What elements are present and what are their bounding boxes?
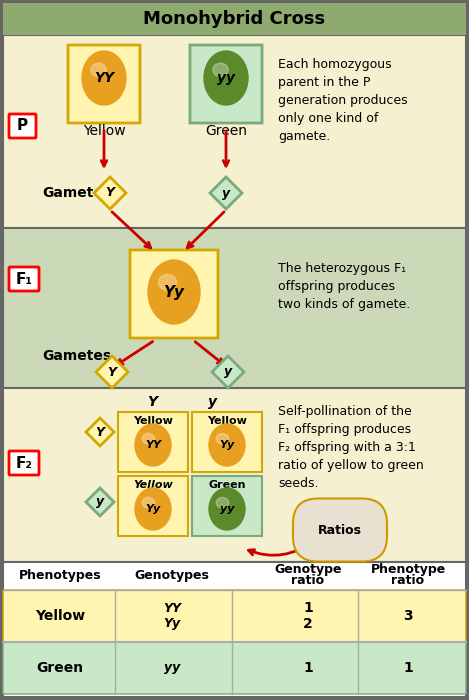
Polygon shape (210, 177, 242, 209)
Text: y: y (96, 496, 104, 508)
Text: Green: Green (208, 480, 246, 490)
Text: Yy: Yy (219, 440, 234, 450)
Text: y: y (224, 365, 232, 379)
Text: YY: YY (94, 71, 114, 85)
Text: Phenotypes: Phenotypes (19, 568, 101, 582)
FancyBboxPatch shape (192, 476, 262, 536)
Text: Yellow: Yellow (133, 480, 173, 490)
Text: Yellow: Yellow (83, 124, 125, 138)
Text: y: y (209, 395, 218, 409)
Text: yy: yy (164, 662, 180, 675)
Ellipse shape (216, 433, 229, 444)
Text: YY: YY (145, 440, 161, 450)
Text: YY: YY (163, 601, 181, 615)
Ellipse shape (91, 63, 106, 76)
FancyBboxPatch shape (68, 45, 140, 123)
Text: Self-pollination of the: Self-pollination of the (278, 405, 412, 418)
Ellipse shape (209, 488, 245, 530)
Text: The heterozygous F₁: The heterozygous F₁ (278, 262, 406, 275)
FancyBboxPatch shape (3, 388, 466, 562)
Polygon shape (94, 177, 126, 209)
Text: ratio: ratio (392, 575, 424, 587)
Text: Gametes: Gametes (42, 186, 111, 200)
Text: ratio: ratio (291, 575, 325, 587)
Polygon shape (96, 356, 128, 388)
Text: Yellow: Yellow (35, 609, 85, 623)
Text: 1: 1 (303, 601, 313, 615)
Text: Green: Green (37, 661, 83, 675)
Text: seeds.: seeds. (278, 477, 318, 490)
FancyBboxPatch shape (3, 35, 466, 228)
Text: yy: yy (220, 504, 234, 514)
Ellipse shape (216, 498, 229, 508)
Text: gamete.: gamete. (278, 130, 330, 143)
Text: F₁ offspring produces: F₁ offspring produces (278, 423, 411, 436)
Text: Yy: Yy (145, 504, 160, 514)
Ellipse shape (135, 424, 171, 466)
FancyBboxPatch shape (3, 3, 466, 35)
Text: Yy: Yy (163, 617, 181, 631)
Text: Phenotype: Phenotype (371, 563, 446, 575)
FancyBboxPatch shape (3, 590, 466, 642)
Ellipse shape (148, 260, 200, 324)
Text: Yy: Yy (164, 284, 184, 300)
Text: P: P (16, 118, 28, 134)
Text: 1: 1 (303, 661, 313, 675)
Ellipse shape (82, 51, 126, 105)
Text: F₁: F₁ (15, 272, 32, 286)
Text: Y: Y (106, 186, 114, 200)
FancyBboxPatch shape (130, 250, 218, 338)
Polygon shape (86, 488, 114, 516)
Polygon shape (212, 356, 244, 388)
Text: F₂ offspring with a 3:1: F₂ offspring with a 3:1 (278, 441, 416, 454)
Text: ratio of yellow to green: ratio of yellow to green (278, 459, 424, 472)
FancyBboxPatch shape (118, 412, 188, 472)
Ellipse shape (142, 433, 155, 444)
Text: only one kind of: only one kind of (278, 112, 378, 125)
FancyBboxPatch shape (9, 267, 39, 291)
Text: Y: Y (96, 426, 105, 438)
Text: Gametes: Gametes (42, 349, 111, 363)
Text: Y: Y (147, 395, 157, 409)
Ellipse shape (159, 274, 177, 290)
Text: Yellow: Yellow (207, 416, 247, 426)
FancyBboxPatch shape (3, 642, 466, 694)
FancyBboxPatch shape (9, 114, 36, 138)
Ellipse shape (213, 63, 228, 76)
Text: 2: 2 (303, 617, 313, 631)
FancyBboxPatch shape (3, 562, 466, 697)
Text: F₂: F₂ (15, 456, 32, 470)
FancyBboxPatch shape (190, 45, 262, 123)
Text: yy: yy (217, 71, 235, 85)
FancyBboxPatch shape (3, 228, 466, 388)
Text: parent in the P: parent in the P (278, 76, 371, 89)
Text: generation produces: generation produces (278, 94, 408, 107)
Text: Monohybrid Cross: Monohybrid Cross (143, 10, 325, 28)
Text: y: y (222, 186, 230, 200)
Text: Y: Y (107, 365, 116, 379)
Ellipse shape (135, 488, 171, 530)
Text: Genotypes: Genotypes (135, 568, 210, 582)
FancyBboxPatch shape (9, 451, 39, 475)
Ellipse shape (209, 424, 245, 466)
Text: Each homozygous: Each homozygous (278, 58, 392, 71)
Text: Yellow: Yellow (133, 416, 173, 426)
Text: Genotype: Genotype (274, 563, 342, 575)
Text: Ratios: Ratios (318, 524, 362, 536)
Polygon shape (86, 418, 114, 446)
Text: 3: 3 (403, 609, 413, 623)
FancyBboxPatch shape (192, 412, 262, 472)
Ellipse shape (204, 51, 248, 105)
FancyBboxPatch shape (118, 476, 188, 536)
Text: 1: 1 (403, 661, 413, 675)
Text: Green: Green (205, 124, 247, 138)
Text: two kinds of gamete.: two kinds of gamete. (278, 298, 410, 311)
Ellipse shape (142, 498, 155, 508)
Text: offspring produces: offspring produces (278, 280, 395, 293)
